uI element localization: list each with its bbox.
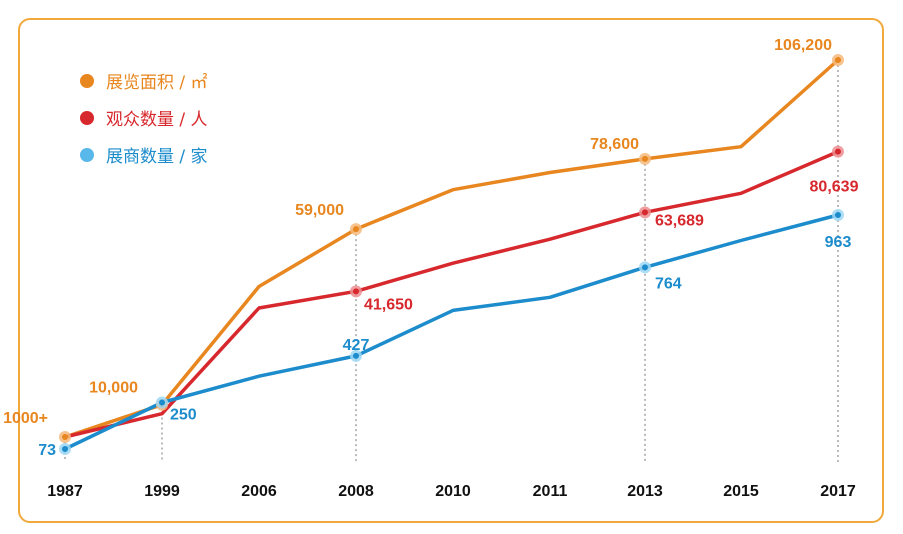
data-label: 1000+ bbox=[3, 410, 48, 427]
data-label: 41,650 bbox=[364, 296, 413, 313]
data-label: 78,600 bbox=[590, 136, 639, 153]
data-point bbox=[62, 434, 68, 440]
legend-item-area: 展览面积 / ㎡ bbox=[80, 62, 208, 99]
data-label: 963 bbox=[825, 234, 852, 251]
x-tick-label: 2011 bbox=[533, 483, 568, 500]
data-point bbox=[642, 209, 648, 216]
series-line bbox=[63, 213, 840, 451]
legend-swatch-exhibitors bbox=[80, 147, 94, 162]
data-point bbox=[353, 352, 359, 359]
x-tick-label: 2006 bbox=[241, 483, 277, 500]
x-tick-label: 2013 bbox=[627, 483, 663, 500]
legend: 展览面积 / ㎡ 观众数量 / 人 展商数量 / 家 bbox=[80, 62, 208, 173]
series-line bbox=[63, 149, 840, 439]
data-label: 59,000 bbox=[295, 202, 344, 219]
data-point bbox=[642, 264, 648, 271]
legend-swatch-area bbox=[80, 73, 94, 88]
data-point bbox=[835, 148, 841, 155]
legend-label-area: 展览面积 / ㎡ bbox=[106, 73, 208, 93]
data-label: 106,200 bbox=[774, 37, 832, 54]
x-tick-label: 2017 bbox=[820, 483, 856, 500]
data-label: 80,639 bbox=[810, 179, 859, 196]
data-point bbox=[159, 399, 165, 406]
data-label: 63,689 bbox=[655, 212, 704, 229]
x-tick-label: 1987 bbox=[47, 483, 83, 500]
x-tick-label: 2010 bbox=[435, 483, 471, 500]
x-tick-label: 2015 bbox=[723, 483, 759, 500]
x-tick-label: 1999 bbox=[144, 483, 180, 500]
legend-label-visitors: 观众数量 / 人 bbox=[106, 110, 208, 130]
data-point bbox=[835, 57, 841, 63]
chart-frame bbox=[18, 18, 884, 523]
data-point bbox=[835, 212, 841, 218]
series-line bbox=[63, 58, 840, 439]
data-label: 73 bbox=[38, 442, 56, 459]
data-label: 10,000 bbox=[89, 380, 138, 397]
legend-swatch-visitors bbox=[80, 110, 94, 125]
legend-label-exhibitors: 展商数量 / 家 bbox=[106, 147, 208, 167]
data-label: 427 bbox=[343, 337, 370, 354]
data-point bbox=[642, 155, 648, 162]
data-point bbox=[62, 446, 68, 452]
data-label: 250 bbox=[170, 406, 197, 423]
legend-item-visitors: 观众数量 / 人 bbox=[80, 99, 208, 136]
x-tick-label: 2008 bbox=[338, 483, 374, 500]
legend-item-exhibitors: 展商数量 / 家 bbox=[80, 136, 208, 173]
data-label: 764 bbox=[655, 275, 682, 292]
data-point bbox=[353, 288, 359, 295]
data-point bbox=[353, 226, 359, 233]
